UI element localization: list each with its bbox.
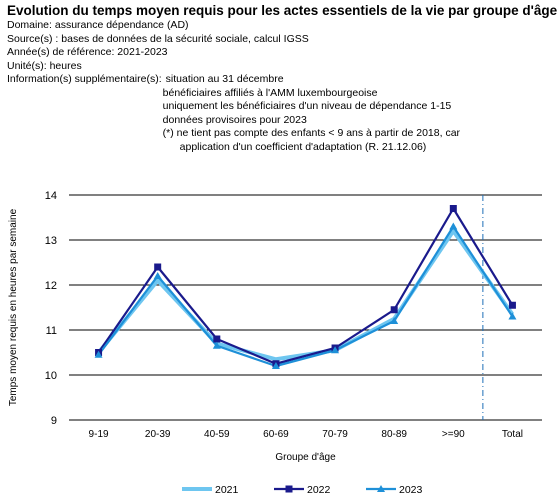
legend-marker-2023 (377, 485, 385, 492)
x-tick-label: 80-89 (381, 429, 407, 440)
data-point-2023 (331, 346, 340, 354)
data-point-2023 (271, 362, 280, 369)
additional-info: Information(s) supplémentaire(s): situat… (7, 73, 555, 154)
info-line: uniquement les bénéficiaires d'un niveau… (162, 100, 452, 112)
series-line-2023 (97, 225, 514, 368)
reference-years-line: Année(s) de référence: 2021-2023 (7, 46, 168, 58)
y-tick-label: 11 (46, 325, 57, 337)
x-tick-label: 40-59 (204, 429, 230, 440)
x-tick-label: 20-39 (145, 429, 171, 440)
additional-info-lines: situation au 31 décembre bénéficiaires a… (162, 73, 461, 154)
legend-label: 2022 (307, 484, 331, 496)
x-tick-label: 9-19 (89, 429, 109, 440)
y-tick-label: 13 (45, 235, 57, 247)
y-tick-label: 10 (45, 370, 57, 382)
info-line: bénéficiaires affiliés à l'AMM luxembour… (162, 86, 378, 99)
info-line: (*) ne tient pas compte des enfants < 9 … (162, 127, 461, 139)
x-tick-label: 60-69 (263, 429, 289, 440)
data-point-2023 (390, 317, 399, 324)
data-point-2022 (213, 335, 221, 343)
data-point-2023 (449, 222, 458, 230)
units-line: Unité(s): heures (7, 59, 82, 72)
data-point-2023 (212, 341, 221, 349)
legend-label: 2021 (215, 484, 239, 496)
series-line-2021 (97, 229, 515, 362)
x-tick-label: Total (502, 429, 523, 440)
data-point-2023 (508, 312, 517, 320)
domain-line: Domaine: assurance dépendance (AD) (7, 19, 189, 31)
sources-line: Source(s) : bases de données de la sécur… (7, 32, 309, 45)
chart-header: Evolution du temps moyen requis pour les… (7, 2, 558, 154)
data-point-2022 (449, 205, 457, 212)
x-tick-label: >=90 (442, 429, 465, 440)
additional-info-label: Information(s) supplémentaire(s): (7, 73, 162, 85)
data-point-2023 (153, 272, 162, 279)
data-point-2023 (94, 350, 103, 358)
x-tick-label: 70-79 (322, 429, 348, 440)
data-point-2022 (154, 263, 162, 271)
data-point-2022 (390, 306, 398, 314)
y-tick-label: 9 (51, 415, 57, 427)
y-tick-label: 14 (45, 190, 57, 202)
info-line: application d'un coefficient d'adaptatio… (179, 140, 427, 153)
y-tick-label: 12 (45, 280, 57, 292)
x-axis-title: Groupe d'âge (275, 452, 336, 463)
info-line: données provisoires pour 2023 (162, 113, 307, 126)
data-point-2022 (508, 301, 516, 309)
legend-label: 2023 (399, 484, 423, 496)
info-line: situation au 31 décembre (165, 73, 284, 85)
series-line-2022 (97, 207, 514, 365)
chart-title: Evolution du temps moyen requis pour les… (7, 3, 558, 18)
legend-marker-2022 (285, 485, 293, 493)
y-axis-title: Temps moyen requis en heures par semaine (8, 208, 19, 406)
